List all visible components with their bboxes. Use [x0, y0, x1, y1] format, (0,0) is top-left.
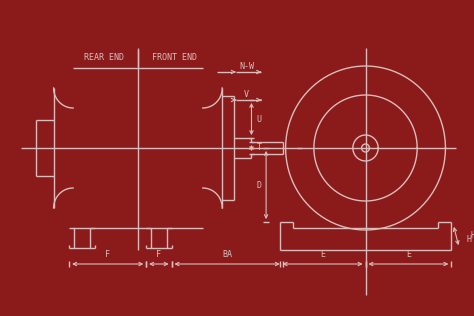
Text: F: F: [156, 250, 161, 259]
Text: T: T: [256, 143, 261, 153]
Text: V: V: [244, 90, 249, 99]
Text: H: H: [467, 234, 472, 244]
Text: N-W: N-W: [239, 62, 254, 71]
Text: BA: BA: [222, 250, 232, 259]
Text: REAR END: REAR END: [84, 52, 124, 62]
Text: E: E: [406, 250, 411, 259]
Text: E: E: [320, 250, 325, 259]
Text: U: U: [256, 114, 261, 124]
Text: H: H: [471, 232, 474, 240]
Text: D: D: [256, 180, 261, 190]
Text: F: F: [105, 250, 110, 259]
Text: FRONT END: FRONT END: [153, 52, 198, 62]
